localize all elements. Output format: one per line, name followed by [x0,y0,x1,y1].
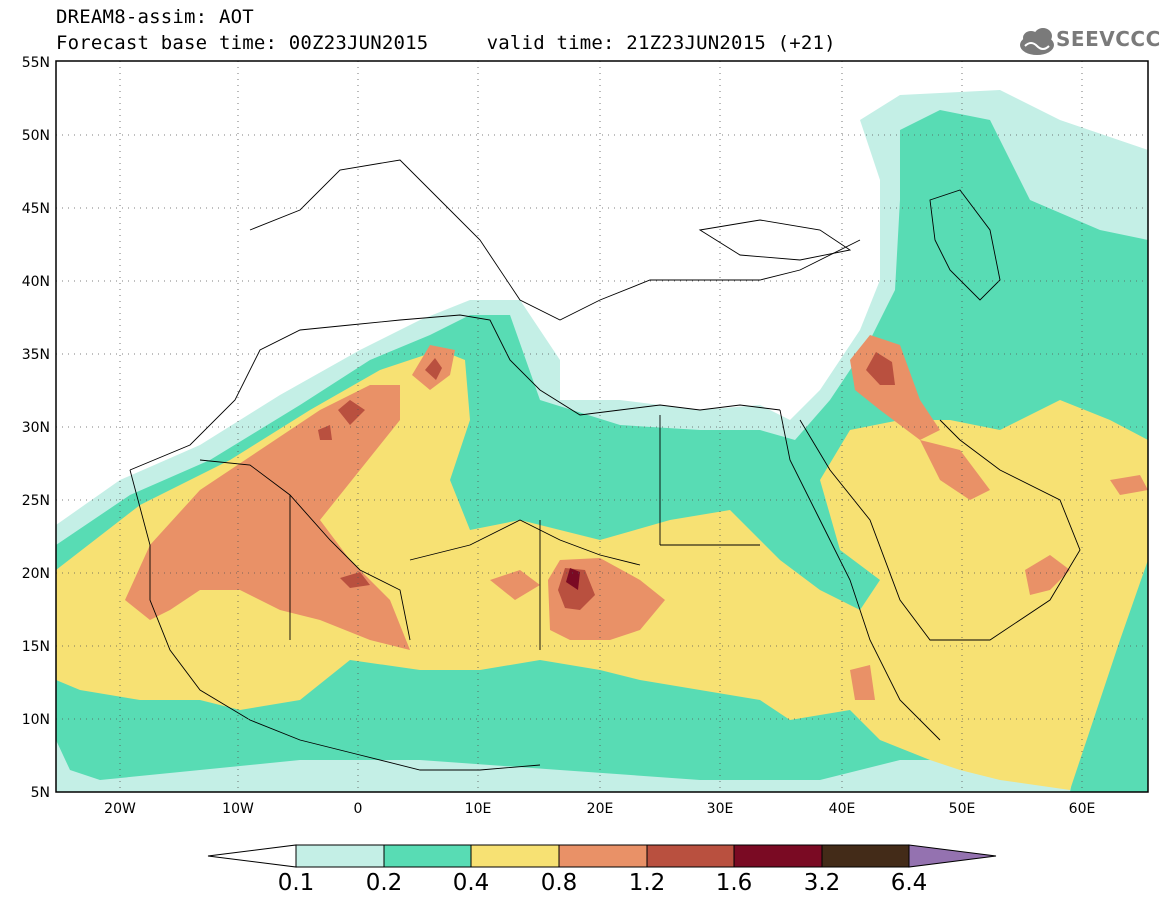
lat-label: 40N [22,274,50,290]
coastline-black-sea [698,219,852,261]
colorbar-swatch [733,844,823,868]
coastline-caspian [929,189,1001,301]
colorbar-swatch [383,844,472,868]
colorbar-swatch [821,844,910,868]
lat-labels: 55N 50N 45N 40N 35N 30N 25N 20N 15N 10N … [22,55,50,801]
aot-level-1.2 [340,572,370,588]
aot-level-1.2 [318,425,332,440]
colorbar-label: 3.2 [803,870,841,896]
colorbar-swatch-over [908,844,997,868]
colorbar-label: 1.6 [715,870,753,896]
lon-label: 30E [707,801,734,817]
lat-label: 5N [31,785,50,801]
colorbar-label: 6.4 [890,870,928,896]
colorbar-swatch [295,844,385,868]
coastlines [129,159,1081,771]
colorbar-label: 1.2 [628,870,666,896]
aot-level-1.2 [866,352,895,385]
colorbar [207,844,997,868]
colorbar-swatch [558,844,648,868]
forecast-times: Forecast base time: 00Z23JUN2015 valid t… [56,32,836,54]
colorbar-swatch [470,844,560,868]
lat-label: 50N [22,128,50,144]
aot-level-1.6 [566,568,580,590]
lon-label: 40E [829,801,856,817]
coastline-arabia [799,419,1081,641]
coastline-europe [249,159,861,321]
lon-label: 0 [354,801,363,817]
colorbar-label: 0.4 [452,870,490,896]
cloud-icon [1020,28,1054,55]
lat-label: 30N [22,420,50,436]
lat-label: 55N [22,55,50,71]
colorbar-label: 0.8 [540,870,578,896]
lat-label: 45N [22,201,50,217]
map-frame [55,60,1149,793]
lon-label: 10W [222,801,254,817]
lat-label: 35N [22,347,50,363]
coastline-red-sea [779,409,941,741]
coastline-north-africa [129,314,781,471]
seevccc-logo [1020,28,1054,55]
aot-level-0.8 [490,570,540,600]
aot-level-1.2 [338,400,365,425]
aot-field [56,90,1148,792]
coastline-west-africa [129,469,541,771]
colorbar-label: 0.2 [365,870,403,896]
lon-label: 50E [949,801,976,817]
logo-text: SEEVCCC [1056,27,1161,51]
colorbar-swatch-under [207,844,297,868]
border-sahara [199,415,760,650]
lon-label: 60E [1069,801,1096,817]
colorbar-label: 0.1 [277,870,315,896]
aot-level-0.8 [1110,475,1148,495]
lon-label: 20W [104,801,136,817]
lon-label: 10E [465,801,492,817]
colorbar-swatch [646,844,735,868]
lat-label: 20N [22,566,50,582]
aot-level-1.2 [425,358,442,380]
aot-level-0.8 [850,665,875,700]
aot-level-0.8 [920,440,990,500]
lat-label: 10N [22,712,50,728]
aot-level-0.8 [1025,555,1070,595]
aot-level-0.8 [125,385,410,650]
lon-label: 20E [587,801,614,817]
graticule [56,61,1148,792]
lat-label: 15N [22,639,50,655]
lon-labels: 20W 10W 0 10E 20E 30E 40E 50E 60E [104,801,1095,817]
lat-label: 25N [22,493,50,509]
chart-title: DREAM8-assim: AOT [56,6,254,28]
